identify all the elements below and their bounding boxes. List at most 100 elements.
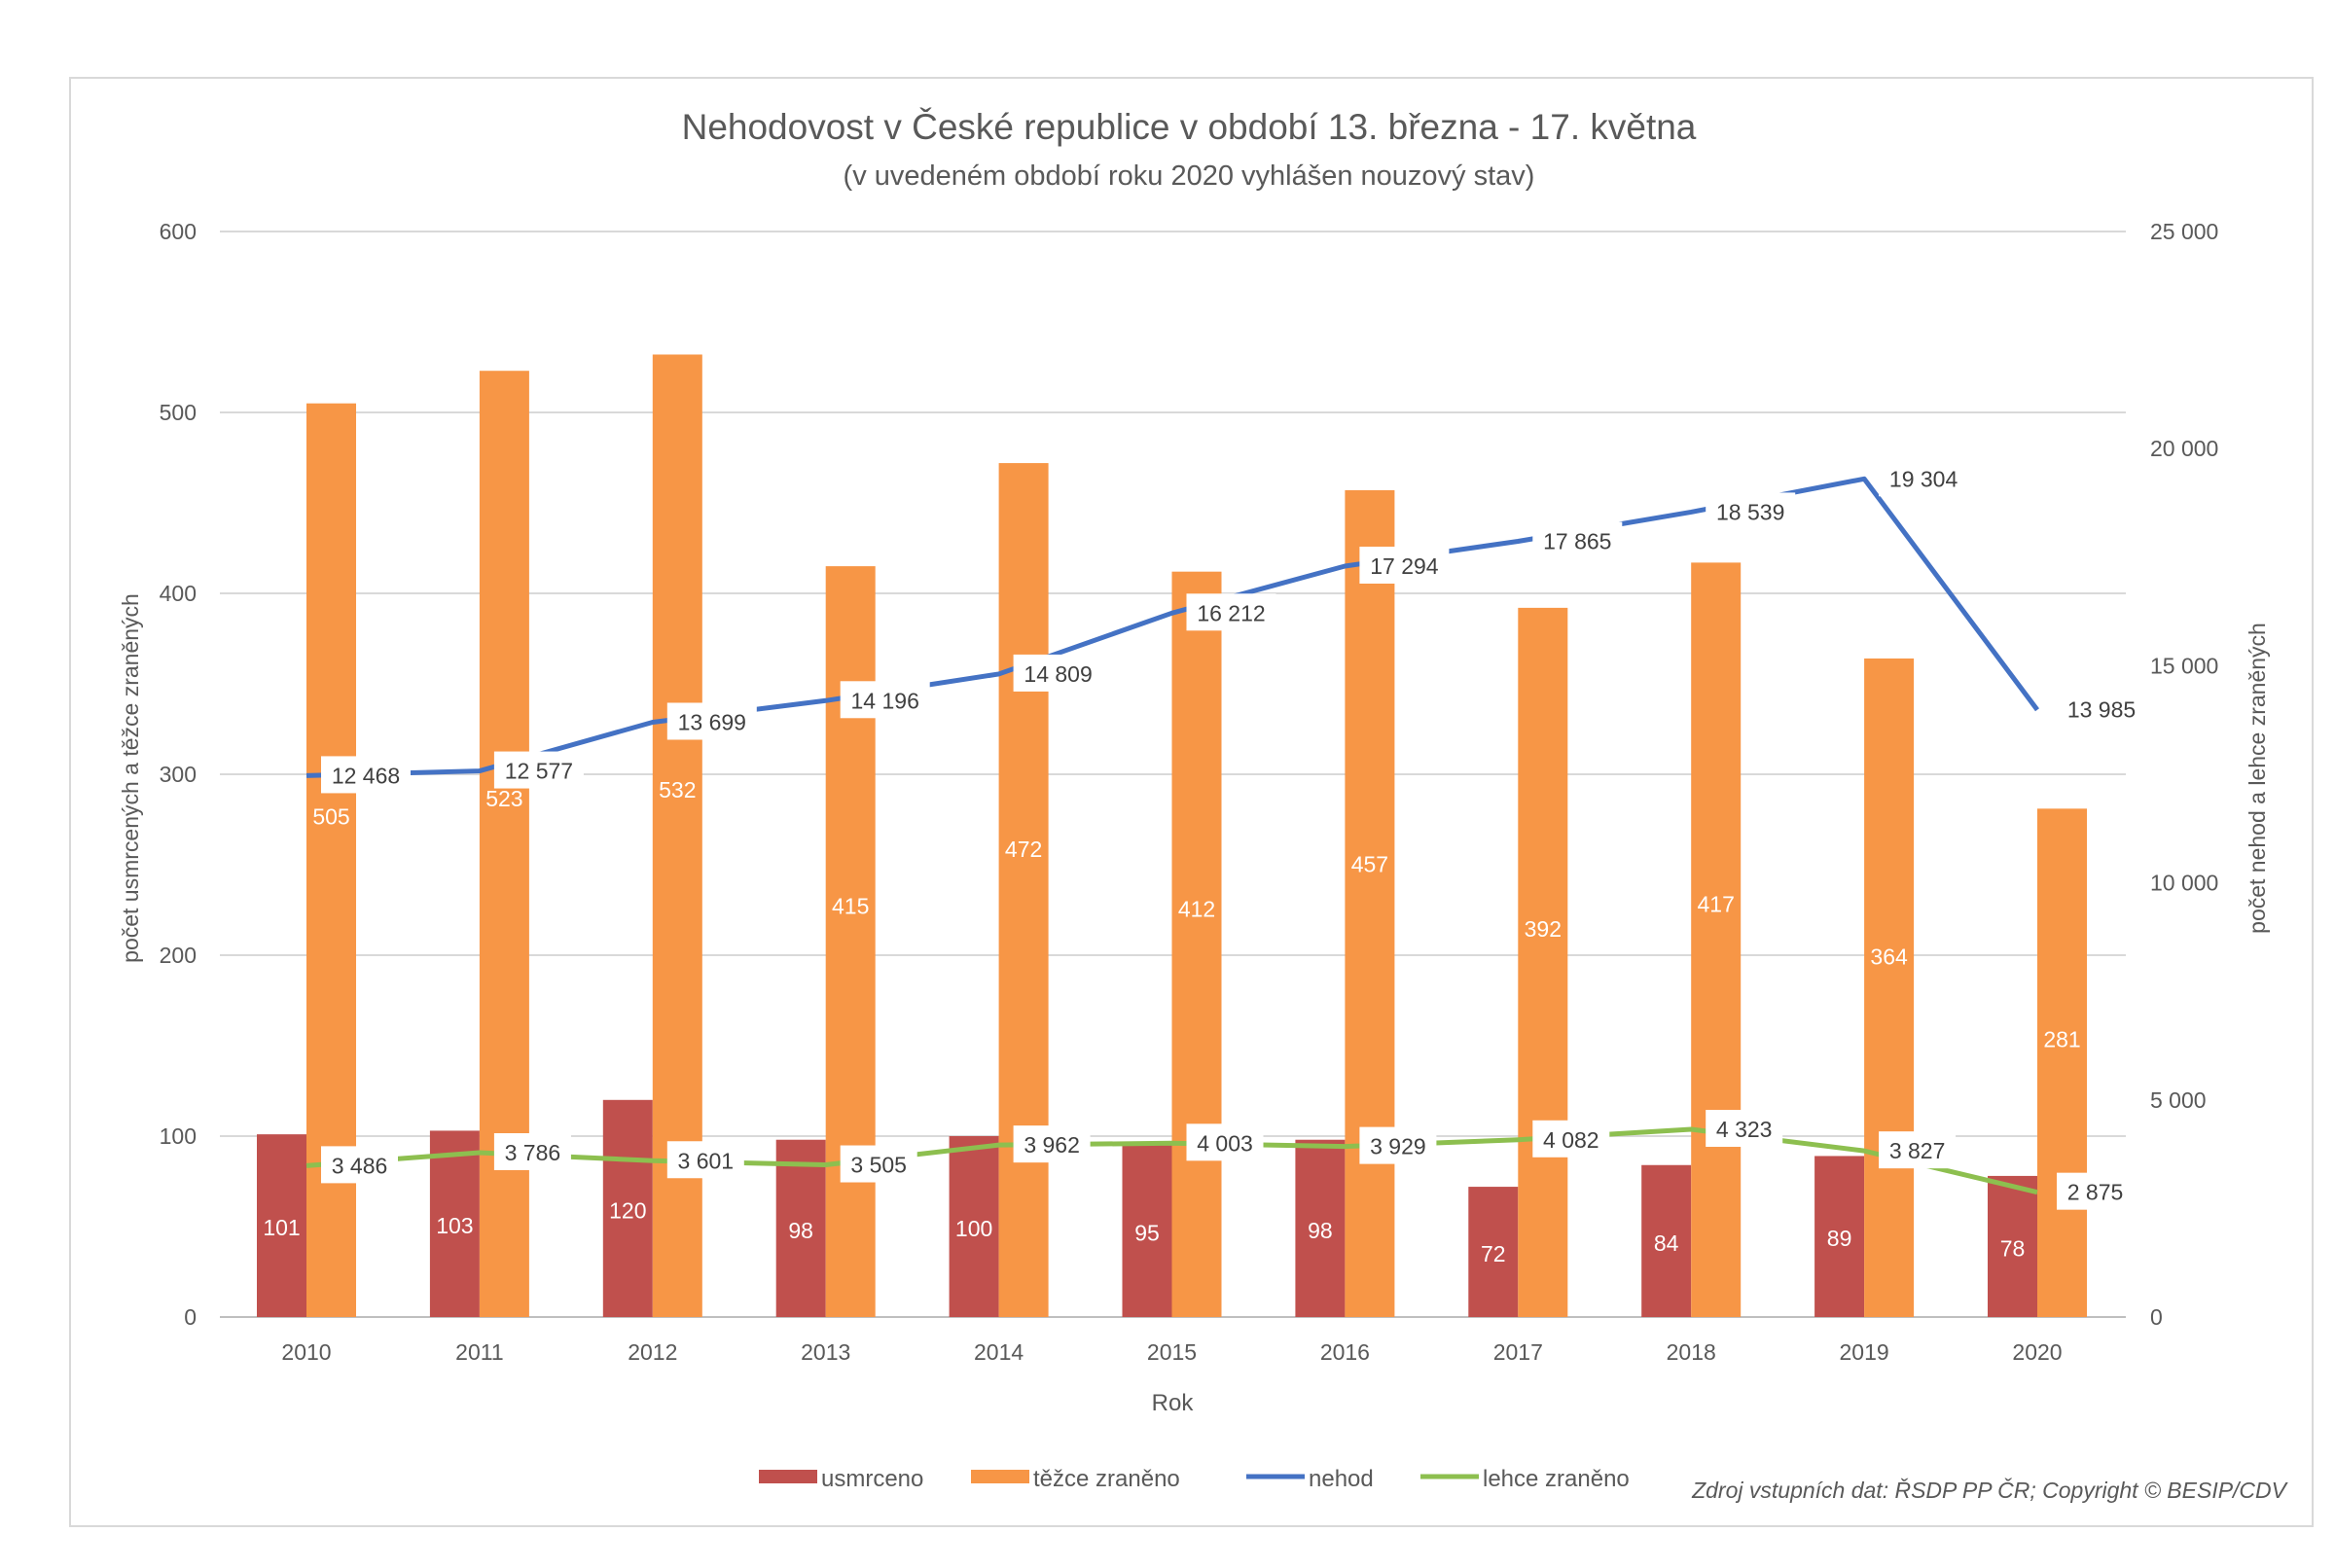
x-tick-label: 2015: [1147, 1339, 1197, 1365]
line-data-label: 3 962: [1024, 1132, 1080, 1158]
line-data-label-box: [840, 1145, 917, 1183]
line-data-label: 12 468: [332, 763, 400, 788]
line-data-label: 3 929: [1370, 1134, 1426, 1159]
bar-data-label: 120: [609, 1197, 646, 1223]
line-data-label-box: [1532, 1120, 1610, 1158]
legend-swatch: [971, 1470, 1029, 1483]
bar-usmrceno: [257, 1134, 306, 1317]
line-data-label-box: [1706, 1110, 1783, 1148]
bar-usmrceno: [1122, 1145, 1172, 1317]
bar-usmrceno: [1641, 1164, 1692, 1317]
line-data-label: 13 699: [678, 709, 746, 734]
y-tick-label-right: 25 000: [2150, 219, 2218, 244]
line-data-label: 3 486: [332, 1153, 388, 1178]
bar-data-label: 98: [788, 1218, 813, 1243]
line-data-label: 18 539: [1716, 499, 1784, 524]
y-tick-label-right: 15 000: [2150, 653, 2218, 678]
x-tick-label: 2018: [1667, 1339, 1716, 1365]
y-tick-label-left: 100: [160, 1123, 197, 1149]
bar-data-label: 523: [485, 786, 522, 811]
x-tick-label: 2014: [974, 1339, 1024, 1365]
y-tick-label-right: 20 000: [2150, 436, 2218, 461]
bar-těžce-zraněno: [1518, 607, 1568, 1317]
bar-těžce-zraněno: [1171, 571, 1222, 1317]
bar-usmrceno: [1988, 1175, 2037, 1317]
line-data-label-box: [1879, 1131, 1957, 1169]
line-data-label-box: [493, 1132, 571, 1170]
bar-těžce-zraněno: [998, 463, 1049, 1318]
line-data-label: 13 985: [2067, 697, 2136, 723]
x-tick-label: 2013: [801, 1339, 850, 1365]
bar-těžce-zraněno: [1864, 658, 1915, 1317]
line-data-label-box: [1013, 654, 1103, 692]
bar-usmrceno: [949, 1136, 999, 1317]
bar-usmrceno: [775, 1139, 826, 1317]
bar-data-label: 472: [1005, 837, 1042, 862]
bar-data-label: 417: [1698, 891, 1735, 916]
line-data-label: 16 212: [1197, 600, 1265, 625]
line-data-label: 3 505: [850, 1153, 907, 1178]
bar-usmrceno: [429, 1130, 480, 1317]
line-data-label: 17 294: [1370, 553, 1439, 579]
x-tick-label: 2011: [455, 1339, 503, 1365]
y-tick-label-left: 0: [184, 1304, 197, 1330]
x-tick-label: 2019: [1840, 1339, 1889, 1365]
bar-data-label: 89: [1827, 1226, 1852, 1251]
line-data-label-box: [840, 681, 930, 719]
bar-těžce-zraněno: [825, 566, 876, 1317]
bar-těžce-zraněno: [1691, 562, 1742, 1317]
bar-data-label: 101: [263, 1215, 300, 1240]
line-data-label-box: [1359, 546, 1450, 584]
bar-data-label: 84: [1654, 1230, 1679, 1256]
bar-data-label: 532: [659, 777, 696, 802]
bar-usmrceno: [602, 1099, 653, 1317]
chart-title: Nehodovost v České republice v období 13…: [682, 107, 1697, 147]
y-tick-label-right: 5 000: [2150, 1087, 2207, 1113]
y-tick-label-left: 400: [160, 581, 197, 606]
line-data-label: 2 875: [2067, 1180, 2124, 1205]
x-tick-label: 2010: [281, 1339, 331, 1365]
line-data-label: 17 865: [1543, 529, 1611, 554]
bar-data-label: 100: [955, 1216, 992, 1241]
y-tick-label-left: 300: [160, 762, 197, 787]
legend-label: lehce zraněno: [1483, 1466, 1630, 1492]
chart-subtitle: (v uvedeném období roku 2020 vyhlášen no…: [844, 160, 1535, 192]
line-data-label-box: [1706, 492, 1796, 530]
bar-data-label: 72: [1481, 1241, 1506, 1266]
bar-těžce-zraněno: [1345, 489, 1395, 1318]
line-data-label: 4 323: [1716, 1117, 1773, 1142]
y-tick-label-right: 10 000: [2150, 871, 2218, 896]
x-tick-label: 2016: [1320, 1339, 1370, 1365]
line-data-label: 19 304: [1889, 466, 1958, 491]
line-data-label-box: [1359, 1126, 1437, 1164]
y-tick-label-right: 0: [2150, 1304, 2163, 1330]
bar-data-label: 505: [312, 803, 349, 829]
y-tick-label-left: 200: [160, 943, 197, 968]
x-tick-label: 2017: [1493, 1339, 1543, 1365]
line-data-label-box: [493, 751, 584, 789]
bar-data-label: 364: [1870, 944, 1908, 970]
bar-těžce-zraněno: [479, 371, 529, 1318]
bar-data-label: 95: [1134, 1221, 1160, 1246]
source-note: Zdroj vstupních dat: ŘSDP PP ČR; Copyrig…: [1691, 1477, 2289, 1503]
bar-usmrceno: [1814, 1156, 1865, 1317]
x-tick-label: 2012: [628, 1339, 677, 1365]
bar-data-label: 103: [436, 1213, 473, 1238]
line-data-label: 3 827: [1889, 1138, 1946, 1163]
line-data-label-box: [1186, 593, 1276, 631]
line-data-label-box: [321, 1146, 398, 1184]
line-data-label: 14 196: [851, 688, 919, 713]
bar-data-label: 415: [832, 893, 869, 918]
line-data-label: 4 003: [1197, 1130, 1253, 1156]
legend-swatch: [759, 1470, 817, 1483]
bar-data-label: 412: [1178, 897, 1215, 922]
line-data-label-box: [666, 1141, 744, 1179]
y-axis-label-left: počet usmrcených a těžce zraněných: [118, 593, 143, 963]
line-data-label: 4 082: [1543, 1127, 1599, 1153]
legend-label: těžce zraněno: [1033, 1466, 1180, 1492]
bar-data-label: 281: [2043, 1027, 2080, 1052]
line-data-label: 14 809: [1024, 661, 1092, 687]
line-data-label: 12 577: [505, 759, 573, 784]
y-axis-label-right: počet nehod a lehce zraněných: [2245, 623, 2270, 934]
